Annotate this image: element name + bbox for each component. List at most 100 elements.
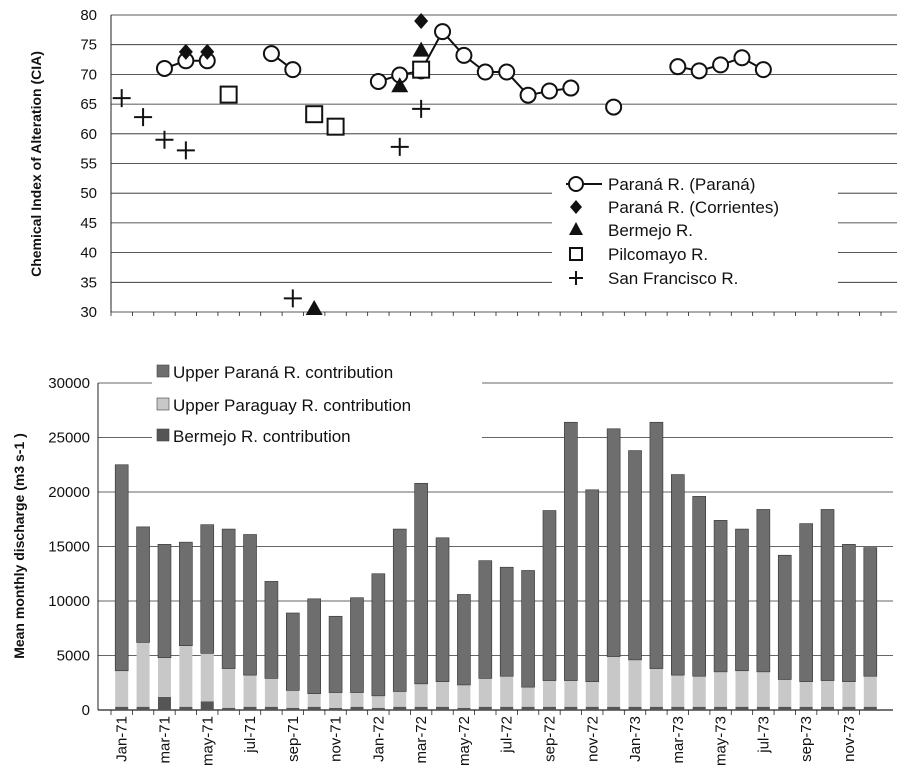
bar-upper-parana: [264, 581, 279, 679]
bar-bermejo: [286, 707, 300, 710]
bar-upper-paraguay: [735, 670, 749, 707]
bar-upper-paraguay: [350, 692, 364, 707]
bar-upper-parana: [649, 421, 664, 669]
cia-y-tick-label: 60: [80, 126, 97, 143]
bar-upper-paraguay: [585, 681, 599, 707]
bar-upper-paraguay: [371, 695, 385, 708]
bar-upper-paraguay: [821, 680, 835, 707]
point-circle: [155, 59, 173, 77]
bar-group: [392, 528, 407, 710]
bar-upper-parana: [200, 524, 215, 654]
bar-upper-paraguay: [457, 684, 471, 708]
bar-upper-paraguay: [264, 678, 278, 707]
bar-upper-parana: [478, 560, 493, 679]
bar-upper-paraguay: [329, 692, 343, 708]
cia-y-tick-label: 75: [80, 37, 97, 54]
cia-chart: 30 35 40 45 50 55 60 65 70 75 80 Chemical Index of …: [28, 7, 897, 321]
bar-group: [221, 528, 236, 710]
cia-y-tick-label: 80: [80, 7, 97, 24]
bar-group: [649, 421, 664, 710]
cia-y-tick-label: 65: [80, 96, 97, 113]
point-circle: [669, 58, 687, 76]
discharge-legend-label: Upper Paraguay R. contribution: [173, 396, 411, 415]
bar-bermejo: [671, 706, 685, 710]
bar-bermejo: [821, 706, 835, 710]
bar-upper-parana: [713, 520, 728, 673]
bar-group: [777, 554, 792, 710]
bar-upper-paraguay: [136, 642, 150, 707]
bar-bermejo: [500, 706, 514, 710]
bar-upper-parana: [735, 528, 749, 672]
bar-bermejo: [478, 706, 492, 710]
point-circle: [519, 86, 537, 104]
bar-upper-parana: [221, 528, 236, 669]
cia-legend-label: Bermejo R.: [608, 221, 693, 240]
bar-upper-parana: [350, 597, 364, 693]
bar-upper-parana: [136, 526, 150, 643]
bar-bermejo: [799, 706, 813, 710]
bar-upper-parana: [157, 544, 172, 658]
discharge-x-tick-label: Jan-72: [370, 716, 387, 762]
legend-marker-plus: [569, 271, 583, 285]
bar-upper-parana: [671, 474, 685, 676]
bar-upper-paraguay: [564, 680, 578, 707]
bar-group: [499, 566, 514, 710]
point-triangle: [305, 300, 323, 316]
bar-bermejo: [607, 706, 621, 710]
point-circle: [754, 61, 772, 79]
bar-group: [157, 544, 172, 710]
legend-marker-circle: [568, 176, 584, 192]
discharge-legend: Upper Paraná R. contribution Upper Paragu…: [152, 361, 482, 453]
bar-bermejo: [115, 706, 129, 710]
bar-upper-paraguay: [799, 681, 813, 707]
discharge-x-tick-label: jul-71: [242, 716, 259, 754]
bar-group: [564, 421, 578, 710]
discharge-legend-label: Upper Paraná R. contribution: [173, 363, 393, 382]
bar-bermejo: [200, 701, 214, 710]
discharge-x-tick-label: mar-73: [670, 716, 687, 764]
bar-upper-paraguay: [115, 670, 129, 707]
bar-upper-paraguay: [500, 676, 514, 707]
point-circle: [498, 63, 516, 81]
bar-bermejo: [457, 707, 471, 710]
bar-bermejo: [264, 706, 278, 710]
cia-y-tick-label: 70: [80, 66, 97, 83]
bar-group: [671, 474, 685, 710]
discharge-x-tick-label: sep-72: [542, 716, 559, 762]
bar-upper-parana: [457, 594, 471, 686]
point-triangle: [391, 77, 409, 93]
cia-legend-box: [552, 172, 838, 292]
bar-bermejo: [350, 706, 364, 710]
point-plus: [390, 137, 409, 156]
bar-group: [200, 524, 215, 710]
discharge-y-tick-label: 20000: [48, 484, 90, 501]
bar-bermejo: [692, 706, 706, 710]
bar-upper-parana: [392, 528, 407, 692]
discharge-legend-swatch: [156, 428, 170, 442]
bar-group: [820, 509, 835, 710]
bar-upper-paraguay: [863, 676, 877, 707]
bar-group: [585, 489, 600, 710]
bar-upper-parana: [521, 570, 535, 688]
bar-group: [521, 570, 535, 710]
bar-bermejo: [393, 706, 407, 710]
bar-group: [457, 594, 471, 710]
legend-marker-diamond: [570, 200, 582, 214]
bar-upper-parana: [435, 537, 450, 682]
bar-bermejo: [756, 706, 770, 710]
discharge-y-tick-label: 30000: [48, 375, 90, 392]
point-circle: [284, 61, 302, 79]
bar-upper-parana: [628, 450, 642, 661]
bar-bermejo: [436, 706, 450, 710]
bar-upper-paraguay: [714, 671, 728, 707]
legend-marker-triangle: [569, 222, 583, 235]
bar-bermejo: [136, 706, 150, 710]
bar-upper-paraguay: [671, 675, 685, 707]
bar-group: [863, 547, 878, 710]
bar-upper-paraguay: [478, 678, 492, 707]
bar-group: [756, 509, 771, 710]
bar-bermejo: [735, 706, 749, 710]
bar-group: [136, 526, 150, 710]
bar-upper-paraguay: [649, 668, 663, 707]
